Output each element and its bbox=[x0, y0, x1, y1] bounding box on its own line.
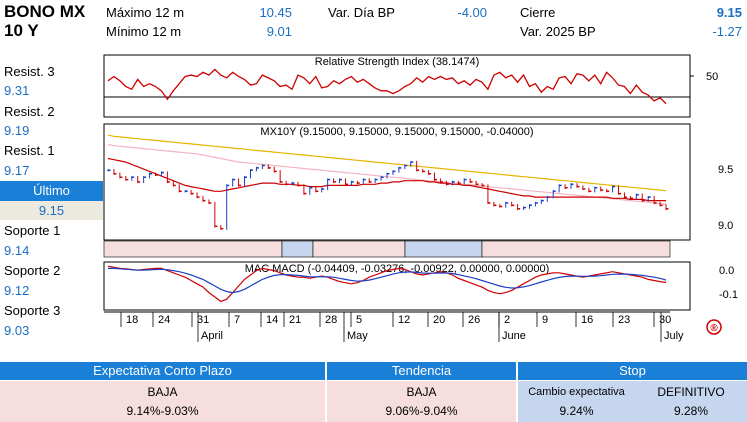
x-tick-label: 16 bbox=[581, 314, 593, 326]
x-tick-label: 5 bbox=[356, 314, 362, 326]
price-panel: MX10Y (9.15000, 9.15000, 9.15000, 9.1500… bbox=[103, 123, 733, 241]
x-axis: 18 24 31 7 14 21 28 5 12 20 26 2 9 16 23 30 April May June… bbox=[104, 311, 684, 342]
macd-panel: MAC MACD (-0.04409, -0.03276, -0.00922, … bbox=[103, 261, 738, 311]
rsi-ytick: 50 bbox=[706, 71, 718, 83]
x-tick-label: 18 bbox=[126, 314, 138, 326]
expectativa-range: 9.14%-9.03% bbox=[126, 404, 199, 418]
price-title: MX10Y (9.15000, 9.15000, 9.15000, 9.1500… bbox=[260, 126, 533, 138]
moving-average-line bbox=[107, 134, 667, 192]
resist3-value: 9.31 bbox=[4, 83, 30, 98]
tendencia-range: 9.06%-9.04% bbox=[385, 404, 458, 418]
cambio-value: 9.24% bbox=[559, 404, 594, 418]
x-month-label: May bbox=[347, 330, 368, 342]
soporte1-label: Soporte 1 bbox=[4, 223, 61, 238]
macd-ytick-0: 0.0 bbox=[719, 265, 734, 277]
max12-label: Máximo 12 m bbox=[106, 5, 185, 20]
x-tick-label: 23 bbox=[618, 314, 630, 326]
max12-value: 10.45 bbox=[259, 5, 292, 20]
x-month-label: July bbox=[664, 330, 684, 342]
rsi-panel: Relative Strength Index (38.1474) 50 bbox=[103, 54, 718, 118]
resist3-label: Resist. 3 bbox=[4, 64, 55, 79]
x-tick-label: 28 bbox=[325, 314, 337, 326]
expectativa-header: Expectativa Corto Plazo bbox=[0, 362, 325, 380]
definitivo-value: 9.28% bbox=[673, 404, 709, 418]
stop-header: Stop bbox=[518, 362, 747, 380]
resist2-label: Resist. 2 bbox=[4, 104, 55, 119]
resist1-label: Resist. 1 bbox=[4, 143, 55, 158]
cierre-value: 9.15 bbox=[716, 5, 742, 20]
resist1-value: 9.17 bbox=[4, 163, 30, 178]
moving-average-line bbox=[107, 157, 666, 202]
x-month-label: April bbox=[201, 330, 223, 342]
title-line-2: 10 Y bbox=[4, 21, 39, 40]
rsi-line bbox=[107, 68, 667, 105]
vardia-value: -4.00 bbox=[457, 5, 487, 20]
definitivo-label: DEFINITIVO bbox=[657, 385, 725, 399]
soporte3-label: Soporte 3 bbox=[4, 303, 61, 318]
brand-logo-icon: ® bbox=[706, 319, 722, 335]
var2025-label: Var. 2025 BP bbox=[520, 24, 596, 39]
expectativa-value: BAJA bbox=[147, 385, 178, 399]
var2025-value: -1.27 bbox=[712, 24, 742, 39]
soporte2-label: Soporte 2 bbox=[4, 263, 61, 278]
expectativa-cell bbox=[0, 381, 325, 422]
stop-cell bbox=[518, 381, 747, 422]
x-tick-label: 31 bbox=[197, 314, 209, 326]
macd-ytick-neg01: -0.1 bbox=[719, 289, 738, 301]
macd-lines bbox=[107, 265, 667, 303]
ultimo-label: Último bbox=[0, 181, 103, 201]
title-line-1: BONO MX bbox=[4, 2, 86, 21]
x-tick-label: 14 bbox=[266, 314, 278, 326]
x-tick-label: 30 bbox=[659, 314, 671, 326]
cambio-label: Cambio expectativa bbox=[528, 386, 625, 398]
x-tick-label: 24 bbox=[158, 314, 170, 326]
rsi-frame bbox=[103, 54, 691, 118]
rsi-title: Relative Strength Index (38.1474) bbox=[315, 56, 480, 68]
cierre-label: Cierre bbox=[520, 5, 556, 20]
x-tick-label: 9 bbox=[542, 314, 548, 326]
vardia-label: Var. Día BP bbox=[328, 5, 395, 20]
tendencia-header: Tendencia bbox=[327, 362, 516, 380]
soporte3-value: 9.03 bbox=[4, 323, 30, 338]
signal-segment bbox=[481, 240, 671, 258]
soporte1-value: 9.14 bbox=[4, 243, 30, 258]
tendencia-cell bbox=[327, 381, 516, 422]
signal-band bbox=[103, 240, 671, 258]
x-tick-label: 12 bbox=[398, 314, 410, 326]
soporte2-value: 9.12 bbox=[4, 283, 30, 298]
x-tick-label: 20 bbox=[433, 314, 445, 326]
x-month-label: June bbox=[502, 330, 526, 342]
signal-segment bbox=[312, 240, 406, 258]
x-tick-label: 21 bbox=[289, 314, 301, 326]
price-ytick-90: 9.0 bbox=[718, 220, 733, 232]
x-tick-label: 7 bbox=[234, 314, 240, 326]
signal-segment bbox=[103, 240, 283, 258]
ultimo-value: 9.15 bbox=[0, 201, 103, 220]
chart-area: Relative Strength Index (38.1474) 50 MX1… bbox=[103, 54, 738, 342]
instrument-title: BONO MX 10 Y bbox=[4, 2, 85, 40]
x-tick-label: 2 bbox=[504, 314, 510, 326]
resist2-value: 9.19 bbox=[4, 123, 30, 138]
tendencia-value: BAJA bbox=[406, 385, 437, 399]
svg-text:®: ® bbox=[710, 323, 718, 334]
price-ytick-95: 9.5 bbox=[718, 164, 733, 176]
signal-segment bbox=[281, 240, 314, 258]
macd-line bbox=[107, 265, 667, 303]
min12-label: Mínimo 12 m bbox=[106, 24, 182, 39]
signal-segment bbox=[404, 240, 483, 258]
macd-line bbox=[108, 267, 667, 294]
x-tick-label: 26 bbox=[468, 314, 480, 326]
min12-value: 9.01 bbox=[266, 24, 292, 39]
price-bars bbox=[107, 160, 669, 230]
